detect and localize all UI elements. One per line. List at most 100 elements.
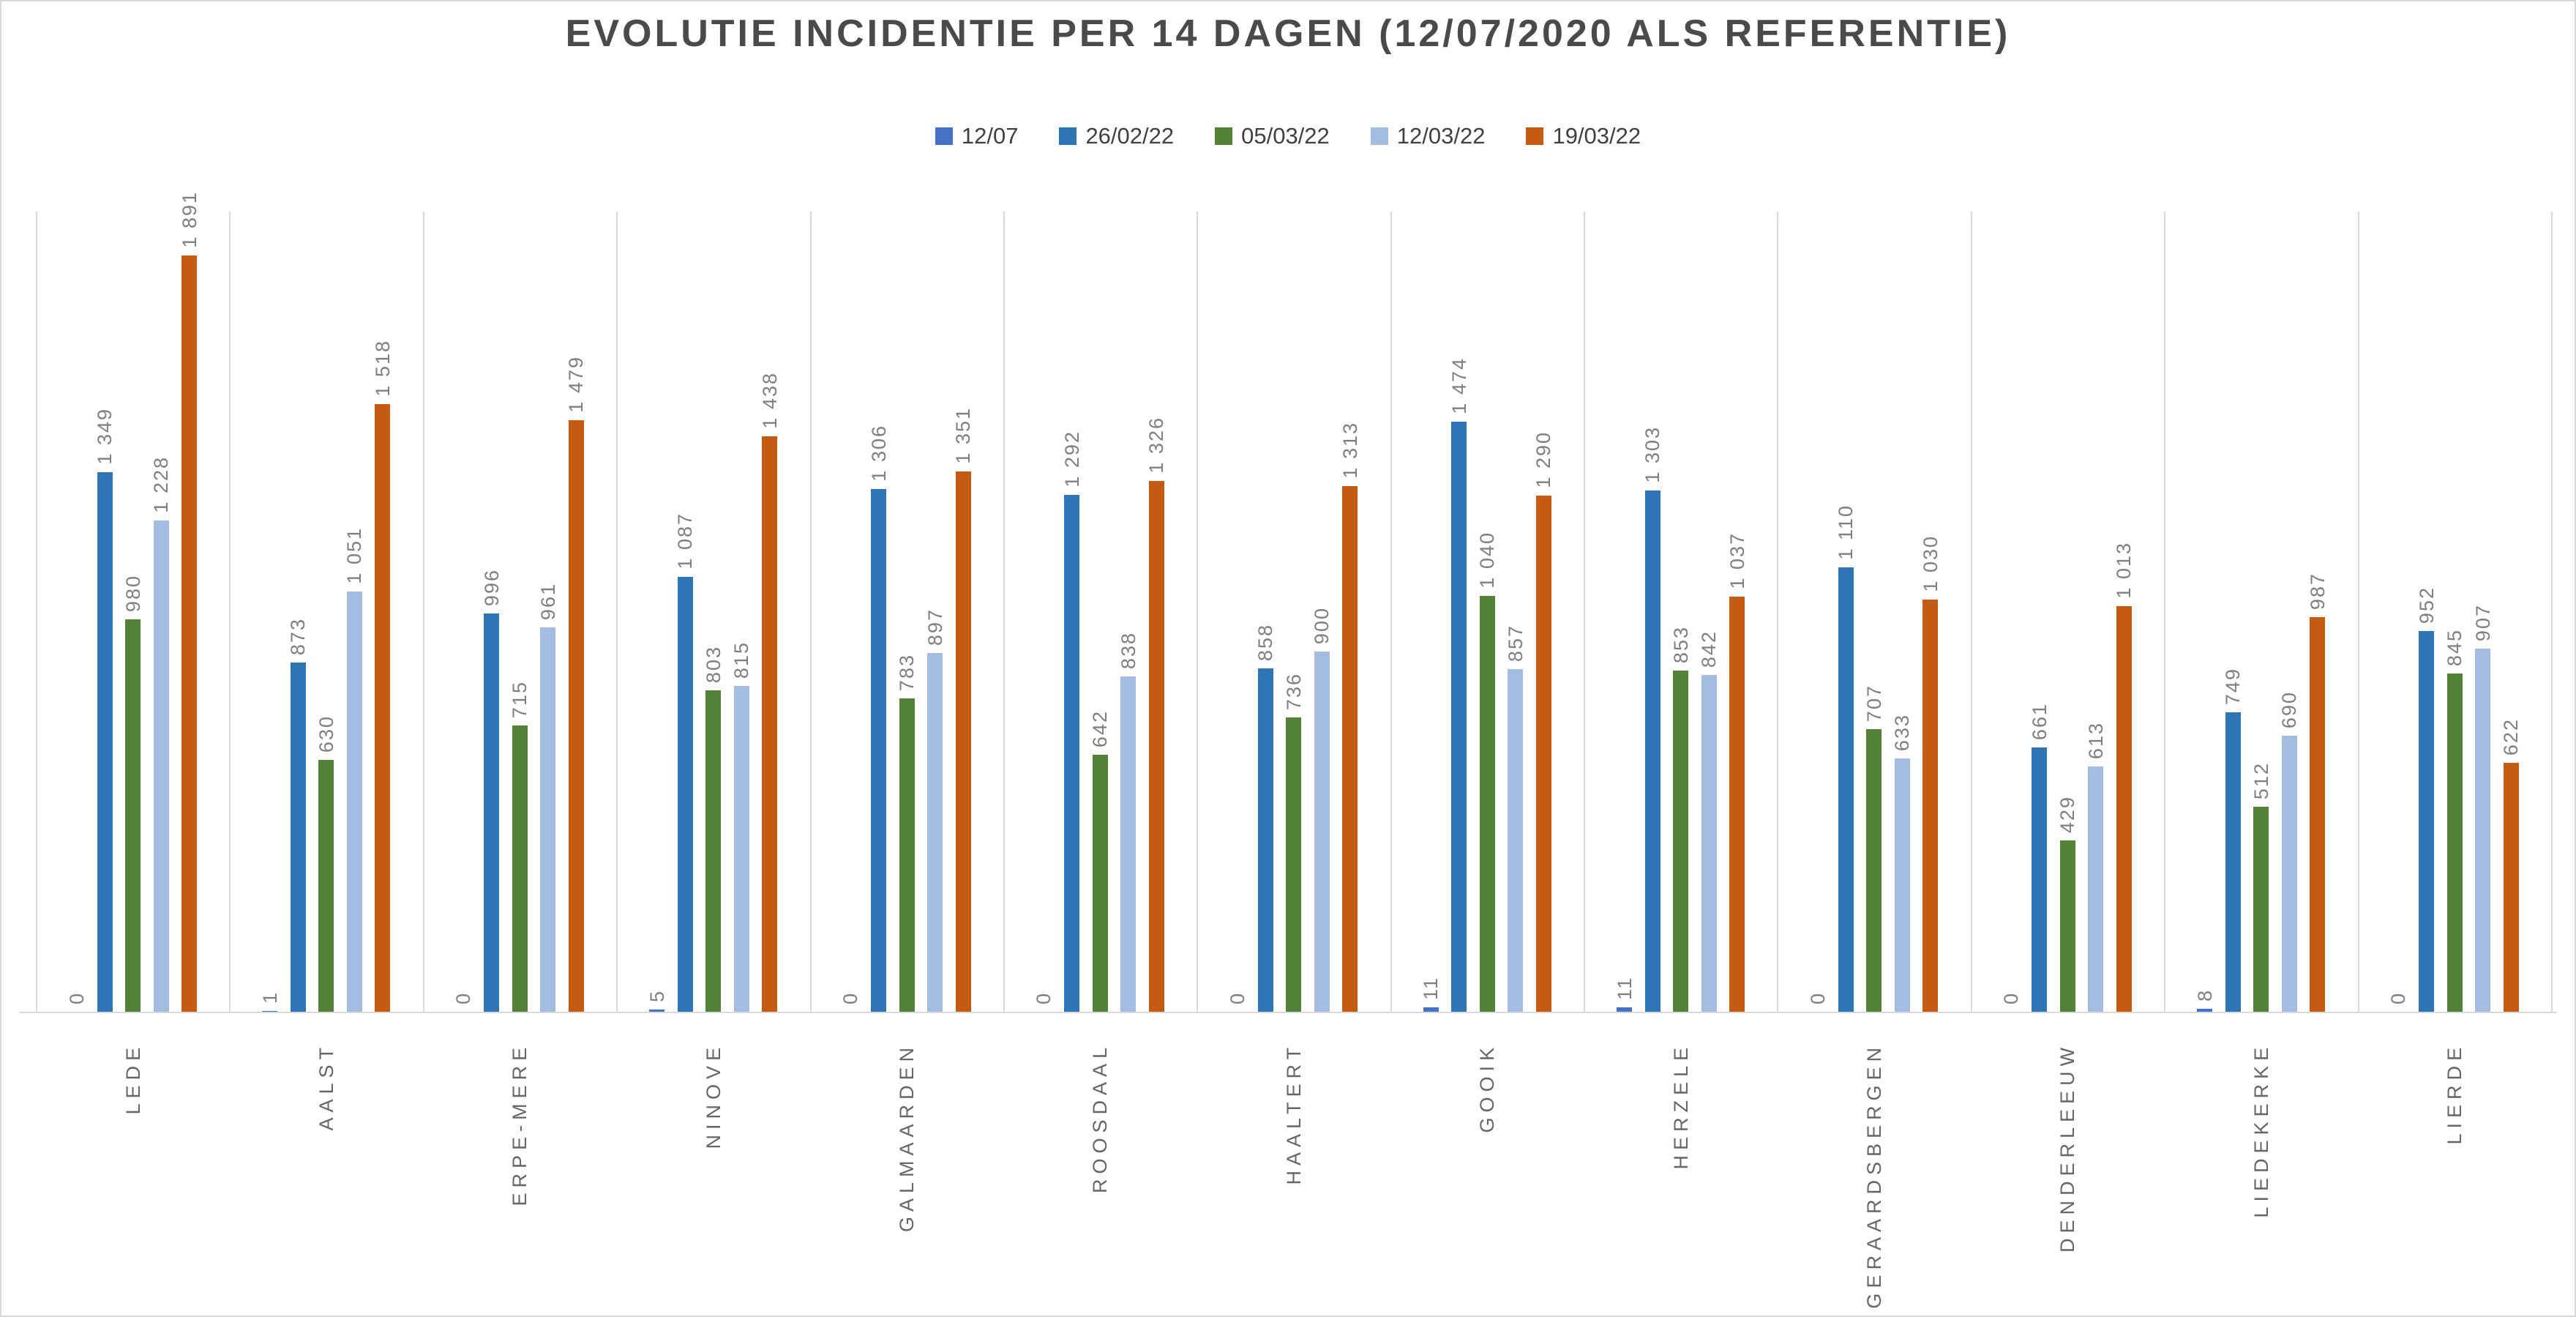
bar xyxy=(375,404,391,1012)
category-label: HERZELE xyxy=(1669,1042,1692,1170)
legend: 12/07 26/02/22 05/03/22 12/03/22 19/03/22 xyxy=(1,123,2575,149)
category-label: AALST xyxy=(315,1042,337,1131)
bar xyxy=(1729,597,1745,1012)
bar xyxy=(484,613,500,1012)
gridline xyxy=(2164,212,2165,1012)
legend-swatch-icon xyxy=(1059,127,1077,145)
category-label: LIEDEKERKE xyxy=(2250,1042,2272,1218)
bar xyxy=(1866,729,1882,1012)
bar xyxy=(1508,669,1524,1012)
gridline xyxy=(2358,212,2359,1012)
bar xyxy=(2059,840,2075,1012)
bar xyxy=(1673,671,1689,1012)
bar xyxy=(871,489,887,1012)
legend-label: 19/03/22 xyxy=(1552,123,1641,149)
bar xyxy=(1342,486,1358,1012)
gridline xyxy=(2551,212,2553,1012)
bar xyxy=(1894,758,1910,1012)
bar xyxy=(2503,763,2519,1012)
bar xyxy=(1644,490,1660,1012)
bar xyxy=(1535,496,1551,1012)
bar xyxy=(1286,717,1302,1012)
category-label: GOOIK xyxy=(1476,1042,1499,1133)
bar xyxy=(1148,481,1164,1012)
bar xyxy=(899,698,915,1012)
bar xyxy=(2310,617,2326,1012)
bar xyxy=(733,686,749,1012)
bar xyxy=(1617,1007,1633,1012)
bar xyxy=(705,690,722,1012)
legend-swatch-icon xyxy=(935,127,953,145)
bar xyxy=(262,1011,278,1012)
bar xyxy=(762,436,778,1012)
legend-swatch-icon xyxy=(1370,127,1388,145)
bar xyxy=(153,521,169,1012)
category-label: ERPE-MERE xyxy=(509,1042,531,1206)
bar xyxy=(1838,567,1854,1012)
category-label: LIERDE xyxy=(2444,1042,2466,1145)
category-label: NINOVE xyxy=(702,1042,724,1149)
gridline xyxy=(1390,212,1392,1012)
bar xyxy=(1257,668,1273,1012)
gridline xyxy=(229,212,231,1012)
legend-swatch-icon xyxy=(1526,127,1544,145)
bar xyxy=(290,663,306,1012)
bar xyxy=(1451,422,1467,1012)
plot-area: 0 1 0 5 0 0 0 11 11 0 0 8 0 1 349 873 996 1 087 1 306 1 29… xyxy=(36,191,2553,1012)
bar xyxy=(2419,631,2435,1012)
bar xyxy=(1922,600,1939,1012)
legend-label: 26/02/22 xyxy=(1085,123,1175,149)
bar xyxy=(955,471,971,1012)
bar xyxy=(2088,766,2104,1012)
gridline xyxy=(1197,212,1198,1012)
gridline xyxy=(423,212,424,1012)
bar xyxy=(1064,495,1080,1012)
gridline xyxy=(616,212,618,1012)
bar xyxy=(2253,807,2269,1012)
bar xyxy=(2032,747,2048,1012)
bar xyxy=(2475,649,2491,1012)
bar xyxy=(181,255,197,1012)
gridline xyxy=(1003,212,1005,1012)
gridline xyxy=(810,212,812,1012)
legend-item: 12/07 xyxy=(935,123,1019,149)
legend-item: 05/03/22 xyxy=(1215,123,1330,149)
bar xyxy=(2116,606,2132,1012)
bar xyxy=(2225,712,2241,1012)
bar xyxy=(677,577,693,1012)
category-label: GERAARDSBERGEN xyxy=(1862,1042,1885,1309)
category-label: GALMAARDEN xyxy=(896,1042,918,1233)
bar xyxy=(97,472,113,1012)
gridline xyxy=(36,212,37,1012)
bar xyxy=(927,653,943,1012)
bar xyxy=(1092,755,1108,1012)
bar xyxy=(540,627,556,1012)
bar xyxy=(1423,1007,1439,1012)
bar xyxy=(2446,674,2463,1012)
legend-label: 05/03/22 xyxy=(1241,123,1330,149)
bar xyxy=(1314,652,1330,1012)
legend-item: 19/03/22 xyxy=(1526,123,1641,149)
bar xyxy=(2281,736,2297,1012)
legend-label: 12/03/22 xyxy=(1396,123,1486,149)
bar xyxy=(1701,675,1717,1012)
bar xyxy=(512,725,528,1012)
category-label: DENDERLEEUW xyxy=(2056,1042,2079,1253)
bar xyxy=(346,592,362,1012)
bar xyxy=(2197,1009,2213,1012)
category-label: ROOSDAAL xyxy=(1089,1042,1112,1194)
bar xyxy=(1479,596,1495,1012)
legend-item: 26/02/22 xyxy=(1059,123,1174,149)
bar xyxy=(649,1010,665,1012)
category-label: HAALTERT xyxy=(1282,1042,1305,1185)
legend-label: 12/07 xyxy=(961,123,1019,149)
gridline xyxy=(1777,212,1778,1012)
legend-item: 12/03/22 xyxy=(1370,123,1486,149)
bar xyxy=(318,760,334,1012)
gridline xyxy=(1971,212,1972,1012)
gridline xyxy=(1584,212,1585,1012)
chart-title: EVOLUTIE INCIDENTIE PER 14 DAGEN (12/07/… xyxy=(565,12,2011,55)
legend-swatch-icon xyxy=(1215,127,1233,145)
